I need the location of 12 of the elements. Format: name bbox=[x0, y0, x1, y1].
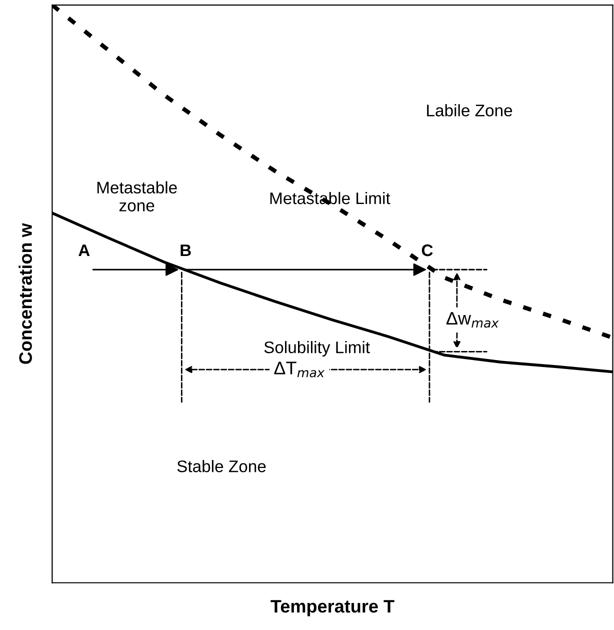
annotation: ΔT$_{max}$ bbox=[274, 362, 325, 378]
annotation: Stable Zone bbox=[177, 460, 266, 472]
y-axis-title: Concentration w bbox=[18, 223, 32, 364]
series-label: Solubility Limit bbox=[264, 341, 370, 357]
annotation: A bbox=[78, 244, 90, 256]
x-axis-title: Temperature T bbox=[270, 600, 394, 616]
annotation: Δw$_{max}$ bbox=[446, 312, 499, 328]
annotation: Labile Zone bbox=[427, 104, 512, 116]
annotation: C bbox=[422, 244, 433, 256]
annotation: B bbox=[180, 244, 191, 256]
series-label: Metastable Limit bbox=[270, 192, 390, 204]
annotation: Metastable zone bbox=[97, 181, 177, 212]
